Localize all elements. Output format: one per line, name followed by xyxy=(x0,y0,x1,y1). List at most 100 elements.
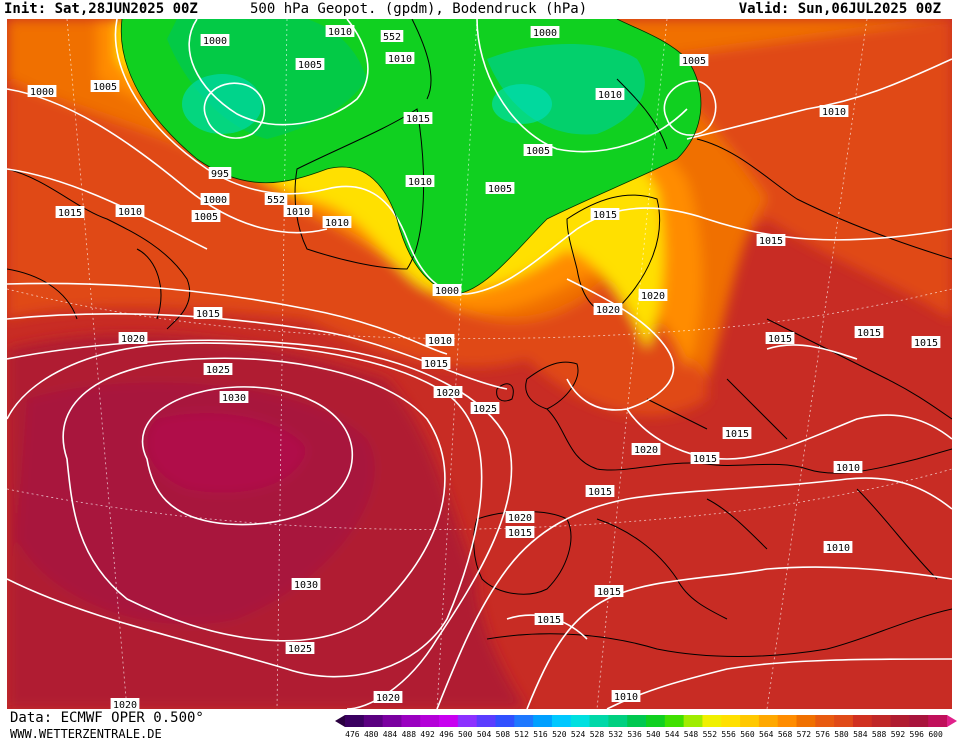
isobar-label-text: 1025 xyxy=(473,404,497,415)
legend-swatch xyxy=(495,715,515,727)
legend-swatch xyxy=(345,715,365,727)
isobar-label-text: 1005 xyxy=(488,184,512,195)
isobar-label-text: 1020 xyxy=(113,700,137,709)
isobar-label-text: 1010 xyxy=(614,692,638,703)
isobar-label-text: 1000 xyxy=(30,87,54,98)
isobar-label-text: 1005 xyxy=(93,82,117,93)
legend-value: 492 xyxy=(420,730,435,739)
isobar-label-text: 1015 xyxy=(759,236,783,247)
isobar-label-text: 552 xyxy=(383,32,401,43)
isobar-label: 1015 xyxy=(590,208,620,221)
isobar-label-text: 1015 xyxy=(196,309,220,320)
isobar-label: 1015 xyxy=(765,332,795,345)
isobar-label: 1020 xyxy=(638,289,668,302)
isobar-label: 1015 xyxy=(534,613,564,626)
isobar-label: 1000 xyxy=(27,85,57,98)
legend-value: 516 xyxy=(533,730,548,739)
isobar-label: 1015 xyxy=(193,307,223,320)
legend-swatch xyxy=(533,715,553,727)
isobar-label-text: 1005 xyxy=(682,56,706,67)
isobar-label: 552 xyxy=(264,193,288,206)
isobar-label: 1010 xyxy=(325,25,355,38)
isobar-label: 1010 xyxy=(611,690,641,703)
isobar-label-text: 1015 xyxy=(693,454,717,465)
isobar-label-text: 1015 xyxy=(597,587,621,598)
graticule xyxy=(7,19,952,709)
isobar-label: 1010 xyxy=(115,205,145,218)
isobar-label-text: 1020 xyxy=(376,693,400,704)
legend-swatch xyxy=(815,715,835,727)
isobar-label-text: 1020 xyxy=(596,305,620,316)
legend-arrow-left xyxy=(335,715,345,727)
legend-labels: 476 480 484 488 492 496 500 504 508 512 516 520 524 5… xyxy=(343,730,945,739)
legend-value: 536 xyxy=(627,730,642,739)
isobar-label-text: 1025 xyxy=(206,365,230,376)
legend-swatch xyxy=(702,715,722,727)
init-time: Init: Sat,28JUN2025 00Z xyxy=(4,1,198,17)
isobar-label-text: 1015 xyxy=(857,328,881,339)
isobar-label-text: 995 xyxy=(211,169,229,180)
legend-swatch xyxy=(740,715,760,727)
legend-swatch xyxy=(420,715,440,727)
legend-value: 572 xyxy=(796,730,812,739)
isobar-label-text: 552 xyxy=(267,195,285,206)
legend-value: 476 xyxy=(345,730,360,739)
legend-swatch xyxy=(457,715,478,727)
isobar-label-text: 1020 xyxy=(634,445,658,456)
isobar-label: 1005 xyxy=(485,182,515,195)
isobar-label: 1015 xyxy=(690,452,720,465)
legend-value: 512 xyxy=(514,730,529,739)
legend-swatch xyxy=(871,715,892,727)
isobar-label: 1025 xyxy=(470,402,500,415)
isobar-label: 1015 xyxy=(594,585,624,598)
isobar-label: 1015 xyxy=(756,234,786,247)
legend-value: 540 xyxy=(646,730,661,739)
isobar-label: 1020 xyxy=(593,303,623,316)
legend-swatch xyxy=(683,715,703,727)
legend-value: 580 xyxy=(834,730,849,739)
map-title: 500 hPa Geopot. (gpdm), Bodendruck (hPa) xyxy=(250,1,588,17)
isobar-label: 552 xyxy=(380,30,404,43)
legend-value: 532 xyxy=(608,730,623,739)
legend-value: 484 xyxy=(382,730,398,739)
isobar-label-text: 1020 xyxy=(436,388,460,399)
legend-value: 584 xyxy=(853,730,868,739)
legend-swatch xyxy=(627,715,647,727)
legend-swatch xyxy=(852,715,873,727)
legend-value: 600 xyxy=(928,730,943,739)
isobar-label: 1000 xyxy=(200,193,230,206)
legend-swatch xyxy=(608,715,628,727)
isobar-label-text: 1010 xyxy=(286,207,310,218)
isobar-label: 1005 xyxy=(90,80,120,93)
legend-swatch xyxy=(570,715,591,727)
isobar-label: 1015 xyxy=(722,427,752,440)
legend-value: 568 xyxy=(777,730,793,739)
isobar-label-text: 1015 xyxy=(593,210,617,221)
isobar-label-text: 1005 xyxy=(194,212,218,223)
isobar-label-text: 1015 xyxy=(588,487,612,498)
isobar-label: 1030 xyxy=(291,578,321,591)
isobar-label: 1020 xyxy=(373,691,403,704)
isobar-label: 1020 xyxy=(110,698,140,709)
isobar-label: 1015 xyxy=(585,485,615,498)
legend-swatch xyxy=(476,715,496,727)
legend-swatch xyxy=(721,715,741,727)
isobar-label-text: 1015 xyxy=(914,338,938,349)
isobar-label-text: 1015 xyxy=(424,359,448,370)
isobar-label: 1000 xyxy=(432,284,462,297)
isobar-label-text: 1000 xyxy=(203,195,227,206)
legend-value: 488 xyxy=(401,730,417,739)
legend-swatch xyxy=(363,715,384,727)
isobar-label: 1030 xyxy=(219,391,249,404)
legend-swatch xyxy=(514,715,534,727)
isobar-label: 1015 xyxy=(505,526,535,539)
isobar-label: 1010 xyxy=(385,52,415,65)
isobar-label-text: 1010 xyxy=(325,218,349,229)
isobar-label-text: 1010 xyxy=(118,207,142,218)
isobar-label: 1010 xyxy=(595,88,625,101)
isobar-label: 1000 xyxy=(200,34,230,47)
isobar-label: 1010 xyxy=(322,216,352,229)
website-credit: WWW.WETTERZENTRALE.DE xyxy=(10,727,162,741)
data-source: Data: ECMWF OPER 0.500° xyxy=(10,710,204,726)
